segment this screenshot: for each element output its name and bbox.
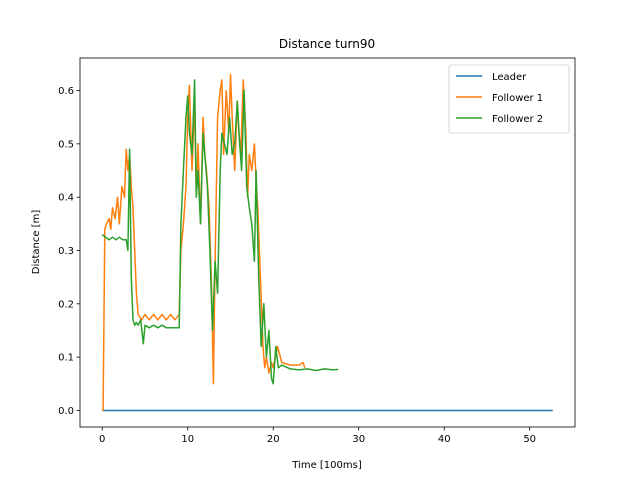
- plot-frame: [79, 57, 576, 428]
- series-line-follower-2: [101, 79, 339, 385]
- x-tick-label: 30: [352, 434, 365, 445]
- y-tick-label: 0.4: [58, 193, 74, 204]
- x-tick-label: 50: [523, 434, 536, 445]
- y-axis: 0.0 0.1 0.2 0.3 0.4 0.5 0.6: [58, 86, 80, 417]
- y-tick-label: 0.1: [58, 353, 74, 364]
- y-axis-label: Distance [m]: [31, 210, 42, 275]
- y-tick-label: 0.5: [58, 139, 74, 150]
- x-axis-label: Time [100ms]: [291, 460, 362, 471]
- x-tick-label: 40: [438, 434, 451, 445]
- chart-title: Distance turn90: [279, 37, 375, 51]
- legend-label: Leader: [492, 72, 527, 83]
- series-layer: [101, 73, 553, 412]
- legend-label: Follower 1: [492, 93, 543, 104]
- y-tick-label: 0.6: [58, 86, 74, 97]
- x-tick-label: 0: [99, 434, 105, 445]
- x-tick-label: 20: [267, 434, 280, 445]
- legend-label: Follower 2: [492, 114, 543, 125]
- y-tick-label: 0.3: [58, 246, 74, 257]
- legend-frame: [448, 64, 570, 134]
- y-tick-label: 0.2: [58, 299, 74, 310]
- legend: Leader Follower 1 Follower 2: [448, 64, 570, 134]
- x-axis: 0 10 20 30 40 50: [99, 427, 536, 445]
- x-tick-label: 10: [181, 434, 194, 445]
- y-tick-label: 0.0: [58, 406, 74, 417]
